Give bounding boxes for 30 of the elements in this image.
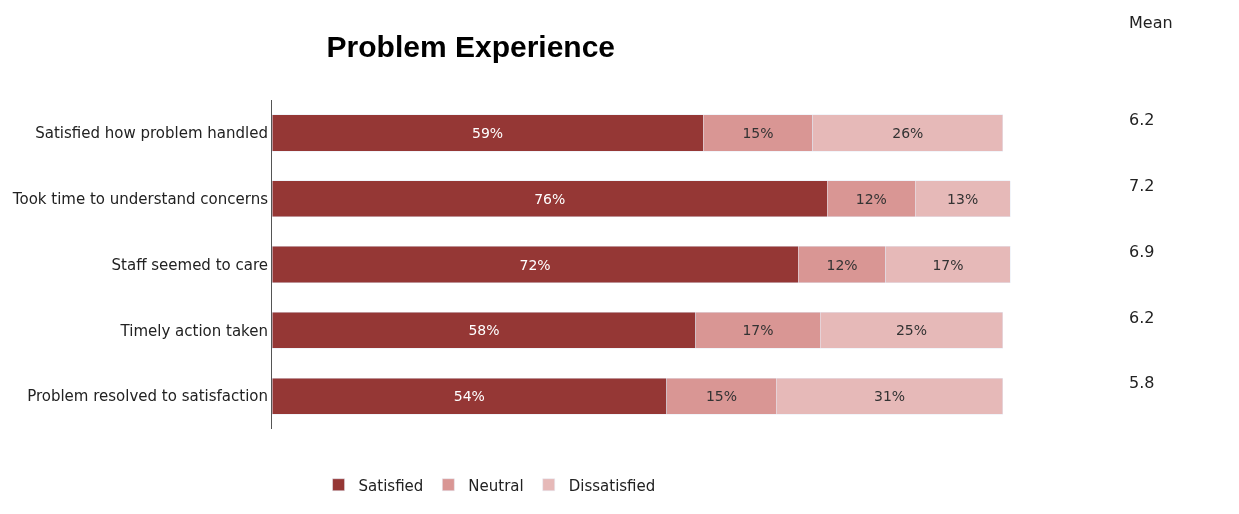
data-label: 59% <box>472 124 504 141</box>
legend-label: Dissatisfied <box>568 476 656 495</box>
data-label: 54% <box>453 388 485 405</box>
y-tick-label: Staff seemed to care <box>111 255 268 274</box>
text: 6.2 <box>1129 308 1155 327</box>
y-tick-label: Timely action taken <box>119 321 268 340</box>
y-tick-label: Problem resolved to satisfaction <box>27 387 268 406</box>
text: 6.9 <box>1129 242 1155 261</box>
data-label: 25% <box>895 322 928 339</box>
data-label: 15% <box>742 124 774 141</box>
text: 5.8 <box>1129 373 1155 392</box>
data-label: 17% <box>932 256 964 273</box>
data-label: 58% <box>468 322 500 339</box>
data-label: 13% <box>947 190 979 207</box>
data-label: 31% <box>874 388 906 405</box>
legend-label: Neutral <box>468 476 524 495</box>
text: 6.2 <box>1129 110 1155 129</box>
data-label: 12% <box>826 256 858 273</box>
chart-title: Problem Experience <box>326 29 616 63</box>
data-label: 15% <box>705 388 738 405</box>
text: 7.2 <box>1129 176 1155 195</box>
data-label: 76% <box>534 190 566 207</box>
data-label: 72% <box>519 256 551 273</box>
legend-label: Satisfied <box>358 476 424 495</box>
text: Mean <box>1129 13 1173 32</box>
y-tick-label: Took time to understand concerns <box>11 189 269 208</box>
data-label: 17% <box>742 322 774 339</box>
y-tick-label: Satisfied how problem handled <box>35 124 268 143</box>
data-label: 12% <box>855 190 887 207</box>
data-label: 26% <box>892 124 924 141</box>
